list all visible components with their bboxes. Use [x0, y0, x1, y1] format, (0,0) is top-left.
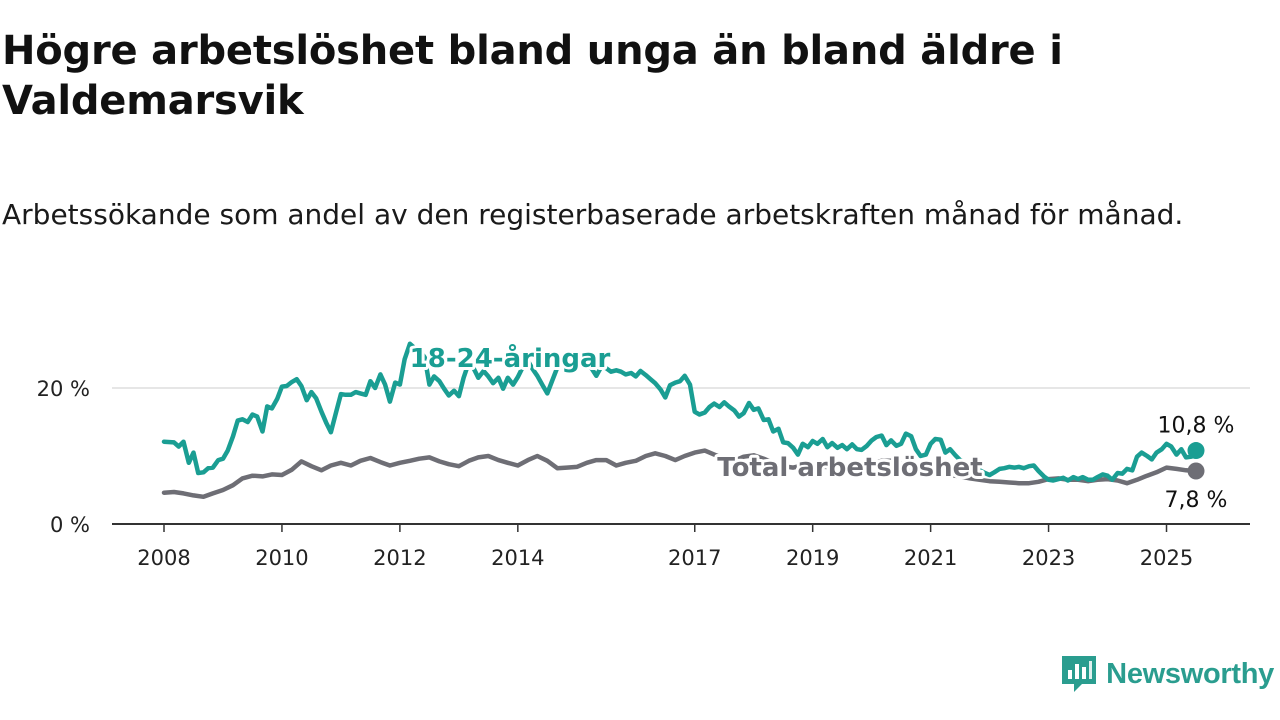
- series-label-total: Total arbetslöshet: [717, 453, 982, 483]
- series-label-youth: 18-24-åringar: [410, 342, 611, 374]
- y-tick-label: 0 %: [50, 513, 90, 537]
- series-label-total-halo: Total arbetslöshet: [717, 453, 982, 483]
- end-marker-youth: [1187, 442, 1205, 460]
- series-layer: [161, 341, 1205, 500]
- x-tick-label: 2010: [255, 546, 308, 570]
- brand-name: Newsworthy: [1106, 657, 1274, 690]
- end-label-youth: 10,8 %: [1158, 414, 1235, 439]
- series-line-youth: [161, 341, 1199, 483]
- x-tick-label: 2014: [491, 546, 544, 570]
- x-tick-label: 2017: [668, 546, 721, 570]
- x-tick-label: 2023: [1022, 546, 1075, 570]
- x-tick-label: 2008: [137, 546, 190, 570]
- end-marker-total: [1187, 462, 1205, 480]
- axis-layer: 0 % 20 % 2008 2010 2012 2014 2017 2019 2021 2023 2…: [37, 377, 1250, 570]
- series-line-total: [161, 448, 1199, 500]
- series-label-youth-halo: 18-24-åringar: [410, 342, 611, 374]
- x-tick-label: 2019: [786, 546, 839, 570]
- x-tick-label: 2025: [1140, 546, 1193, 570]
- chart-title: Högre arbetslöshet bland unga än bland ä…: [2, 28, 1063, 124]
- y-tick-label: 20 %: [37, 377, 90, 401]
- brand: Newsworthy: [1060, 652, 1274, 696]
- x-tick-label: 2012: [373, 546, 426, 570]
- newsworthy-logo-icon: [1062, 656, 1097, 692]
- chart-subtitle: Arbetssökande som andel av den registerb…: [2, 198, 1184, 231]
- x-tick-label: 2021: [904, 546, 957, 570]
- end-label-total: 7,8 %: [1165, 488, 1228, 513]
